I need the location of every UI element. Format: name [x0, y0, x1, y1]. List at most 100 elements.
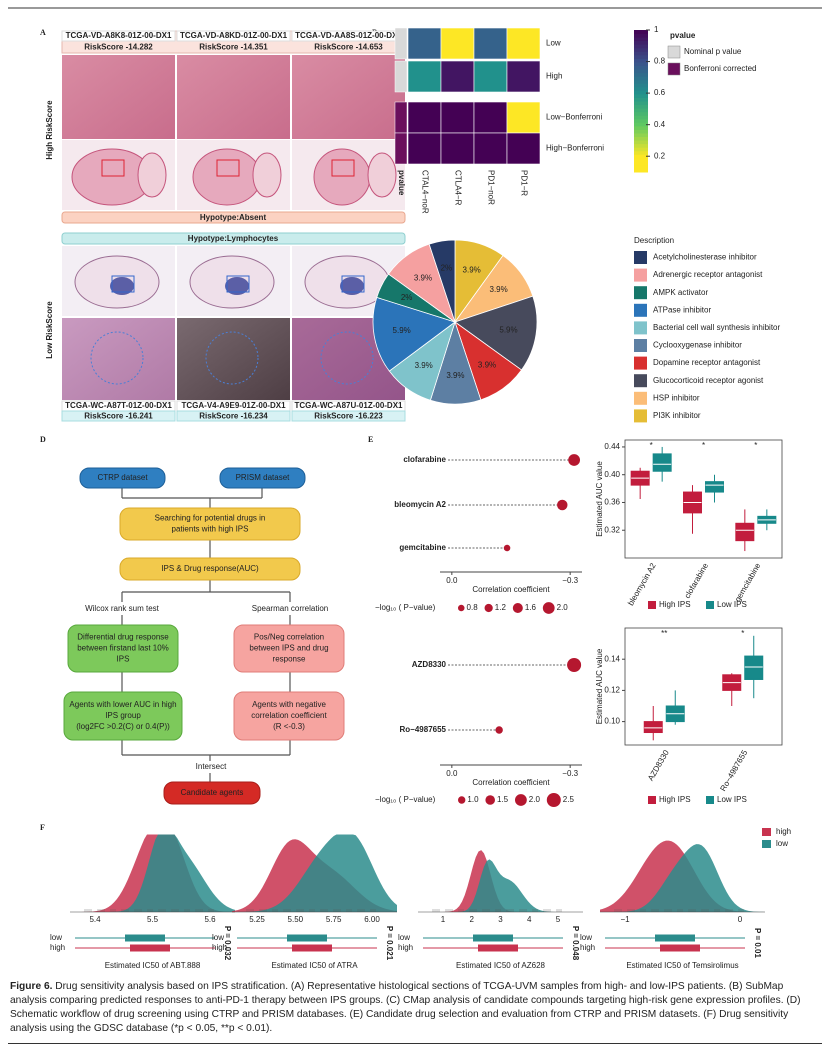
group-label: high — [398, 943, 413, 952]
legend-label: AMPK activator — [653, 288, 708, 297]
heat-cell — [440, 132, 475, 165]
x-axis-label: Correlation coefficient — [472, 585, 550, 594]
dot — [495, 726, 503, 734]
id-cell — [61, 30, 176, 42]
colorbar-step — [634, 40, 648, 45]
legend-swatch — [634, 286, 647, 300]
pink-box-text: Agents with negative — [252, 700, 326, 709]
colorbar-step — [634, 132, 648, 137]
x-tick-label: bleomycin A2 — [626, 561, 658, 607]
row-label: Low — [546, 39, 561, 48]
y-tick-label: 0.14 — [604, 654, 620, 663]
colorbar-step — [634, 90, 648, 95]
legend-swatch — [634, 339, 647, 352]
green-box — [63, 691, 183, 741]
x-tick-label: 5.75 — [326, 915, 342, 924]
legend-label: Glucocorticoid receptor agonist — [653, 376, 764, 385]
colorbar-step — [634, 61, 648, 66]
step-box — [119, 557, 301, 581]
column-label: PD1−R — [519, 170, 528, 196]
plot-frame — [624, 439, 783, 559]
hypotype-bar — [61, 211, 406, 224]
drug-label: AZD8330 — [412, 660, 447, 669]
legend-label: Bacterial cell wall synthesis inhibitor — [653, 323, 781, 332]
y-tick-label: 0.32 — [604, 525, 620, 534]
tissue — [252, 152, 282, 198]
drug-label: gemcitabine — [399, 543, 446, 552]
drug-label: clofarabine — [403, 455, 446, 464]
risk-score: RiskScore -16.223 — [314, 412, 383, 421]
caption-label: Figure 6. — [10, 981, 53, 992]
box — [643, 721, 663, 734]
size-key — [542, 602, 555, 614]
p-value: P = 0.021 — [385, 926, 394, 961]
legend-swatch — [634, 321, 647, 335]
zoom-box — [101, 159, 125, 177]
y-axis-label: Estimated AUC value — [595, 648, 604, 724]
risk-score: RiskScore -14.351 — [199, 43, 268, 52]
step-box-text: Searching for potential drugs in — [155, 514, 266, 523]
zoom-box — [331, 159, 355, 177]
heat-cell — [473, 27, 508, 60]
step-box-text: IPS & Drug response(AUC) — [161, 564, 259, 573]
colorbar-label: 0.4 — [654, 120, 666, 129]
size-key-label: 2.0 — [557, 603, 569, 612]
label-bg — [236, 602, 342, 615]
sample-id: TCGA-VD-AA8S-01Z-00-DX1 — [295, 31, 402, 40]
colorbar-label: 0.2 — [654, 151, 666, 160]
pink-box-text: response — [273, 655, 306, 664]
size-key-label: 1.6 — [525, 603, 537, 612]
slice-label: 2% — [441, 264, 453, 273]
legend-label: Low IPS — [717, 795, 747, 804]
panel-letter: F — [40, 823, 45, 832]
dot — [557, 499, 568, 511]
x-tick-label: 1 — [441, 915, 446, 924]
colorbar-step — [634, 161, 648, 166]
risk-cell — [176, 410, 291, 422]
size-key-label: 2.0 — [529, 795, 541, 804]
colorbar-step — [634, 101, 648, 106]
size-key-label: 1.2 — [495, 603, 507, 612]
green-box-text: IPS — [117, 655, 130, 664]
pink-box — [233, 624, 345, 673]
x-tick-label: 5.25 — [249, 915, 265, 924]
x-tick-label: 4 — [527, 915, 532, 924]
method-label: Spearman correlation — [252, 604, 328, 613]
plot-frame — [624, 627, 783, 746]
x-tick-label: Ro−4987655 — [718, 748, 749, 793]
colorbar-step — [634, 122, 648, 127]
p-value: P = 0.01 — [753, 928, 762, 958]
colorbar-step — [634, 143, 648, 148]
group-label: high — [50, 943, 65, 952]
significance: * — [741, 629, 744, 638]
box — [287, 934, 327, 942]
colorbar-step — [634, 115, 648, 120]
plot-title: Estimated IC50 of Temsirolimus — [626, 961, 738, 970]
sample-id: TCGA-VD-A8K8-01Z-00-DX1 — [66, 31, 172, 40]
legend-swatch — [634, 251, 647, 264]
colorbar-step — [634, 44, 648, 49]
tissue — [110, 277, 134, 295]
dataset-box-text: CTRP dataset — [97, 473, 148, 482]
heat-cell — [407, 60, 442, 93]
tissue — [313, 148, 371, 206]
legend-swatch — [762, 828, 771, 836]
colorbar-label: 0.6 — [654, 88, 666, 97]
caption: Figure 6. Drug sensitivity analysis base… — [10, 980, 818, 1036]
row-label: High — [546, 72, 562, 81]
colorbar-step — [634, 125, 648, 130]
colorbar-step — [634, 51, 648, 56]
y-tick-label: 0.36 — [604, 498, 620, 507]
panel-letter: A — [40, 28, 46, 37]
colorbar-step — [634, 136, 648, 141]
y-tick-label: 0.12 — [604, 686, 620, 695]
hypotype-bar — [61, 232, 406, 245]
x-tick-label: 3 — [498, 915, 503, 924]
risk-score: RiskScore -16.241 — [84, 412, 153, 421]
heat-cell — [440, 101, 475, 134]
colorbar-step — [634, 54, 648, 59]
zoom-image — [62, 318, 175, 400]
y-axis-label: Estimated AUC value — [595, 461, 604, 537]
green-box-text: (log2FC >0.2(C) or 0.4(P)) — [76, 722, 170, 731]
heat-cell — [473, 132, 508, 165]
